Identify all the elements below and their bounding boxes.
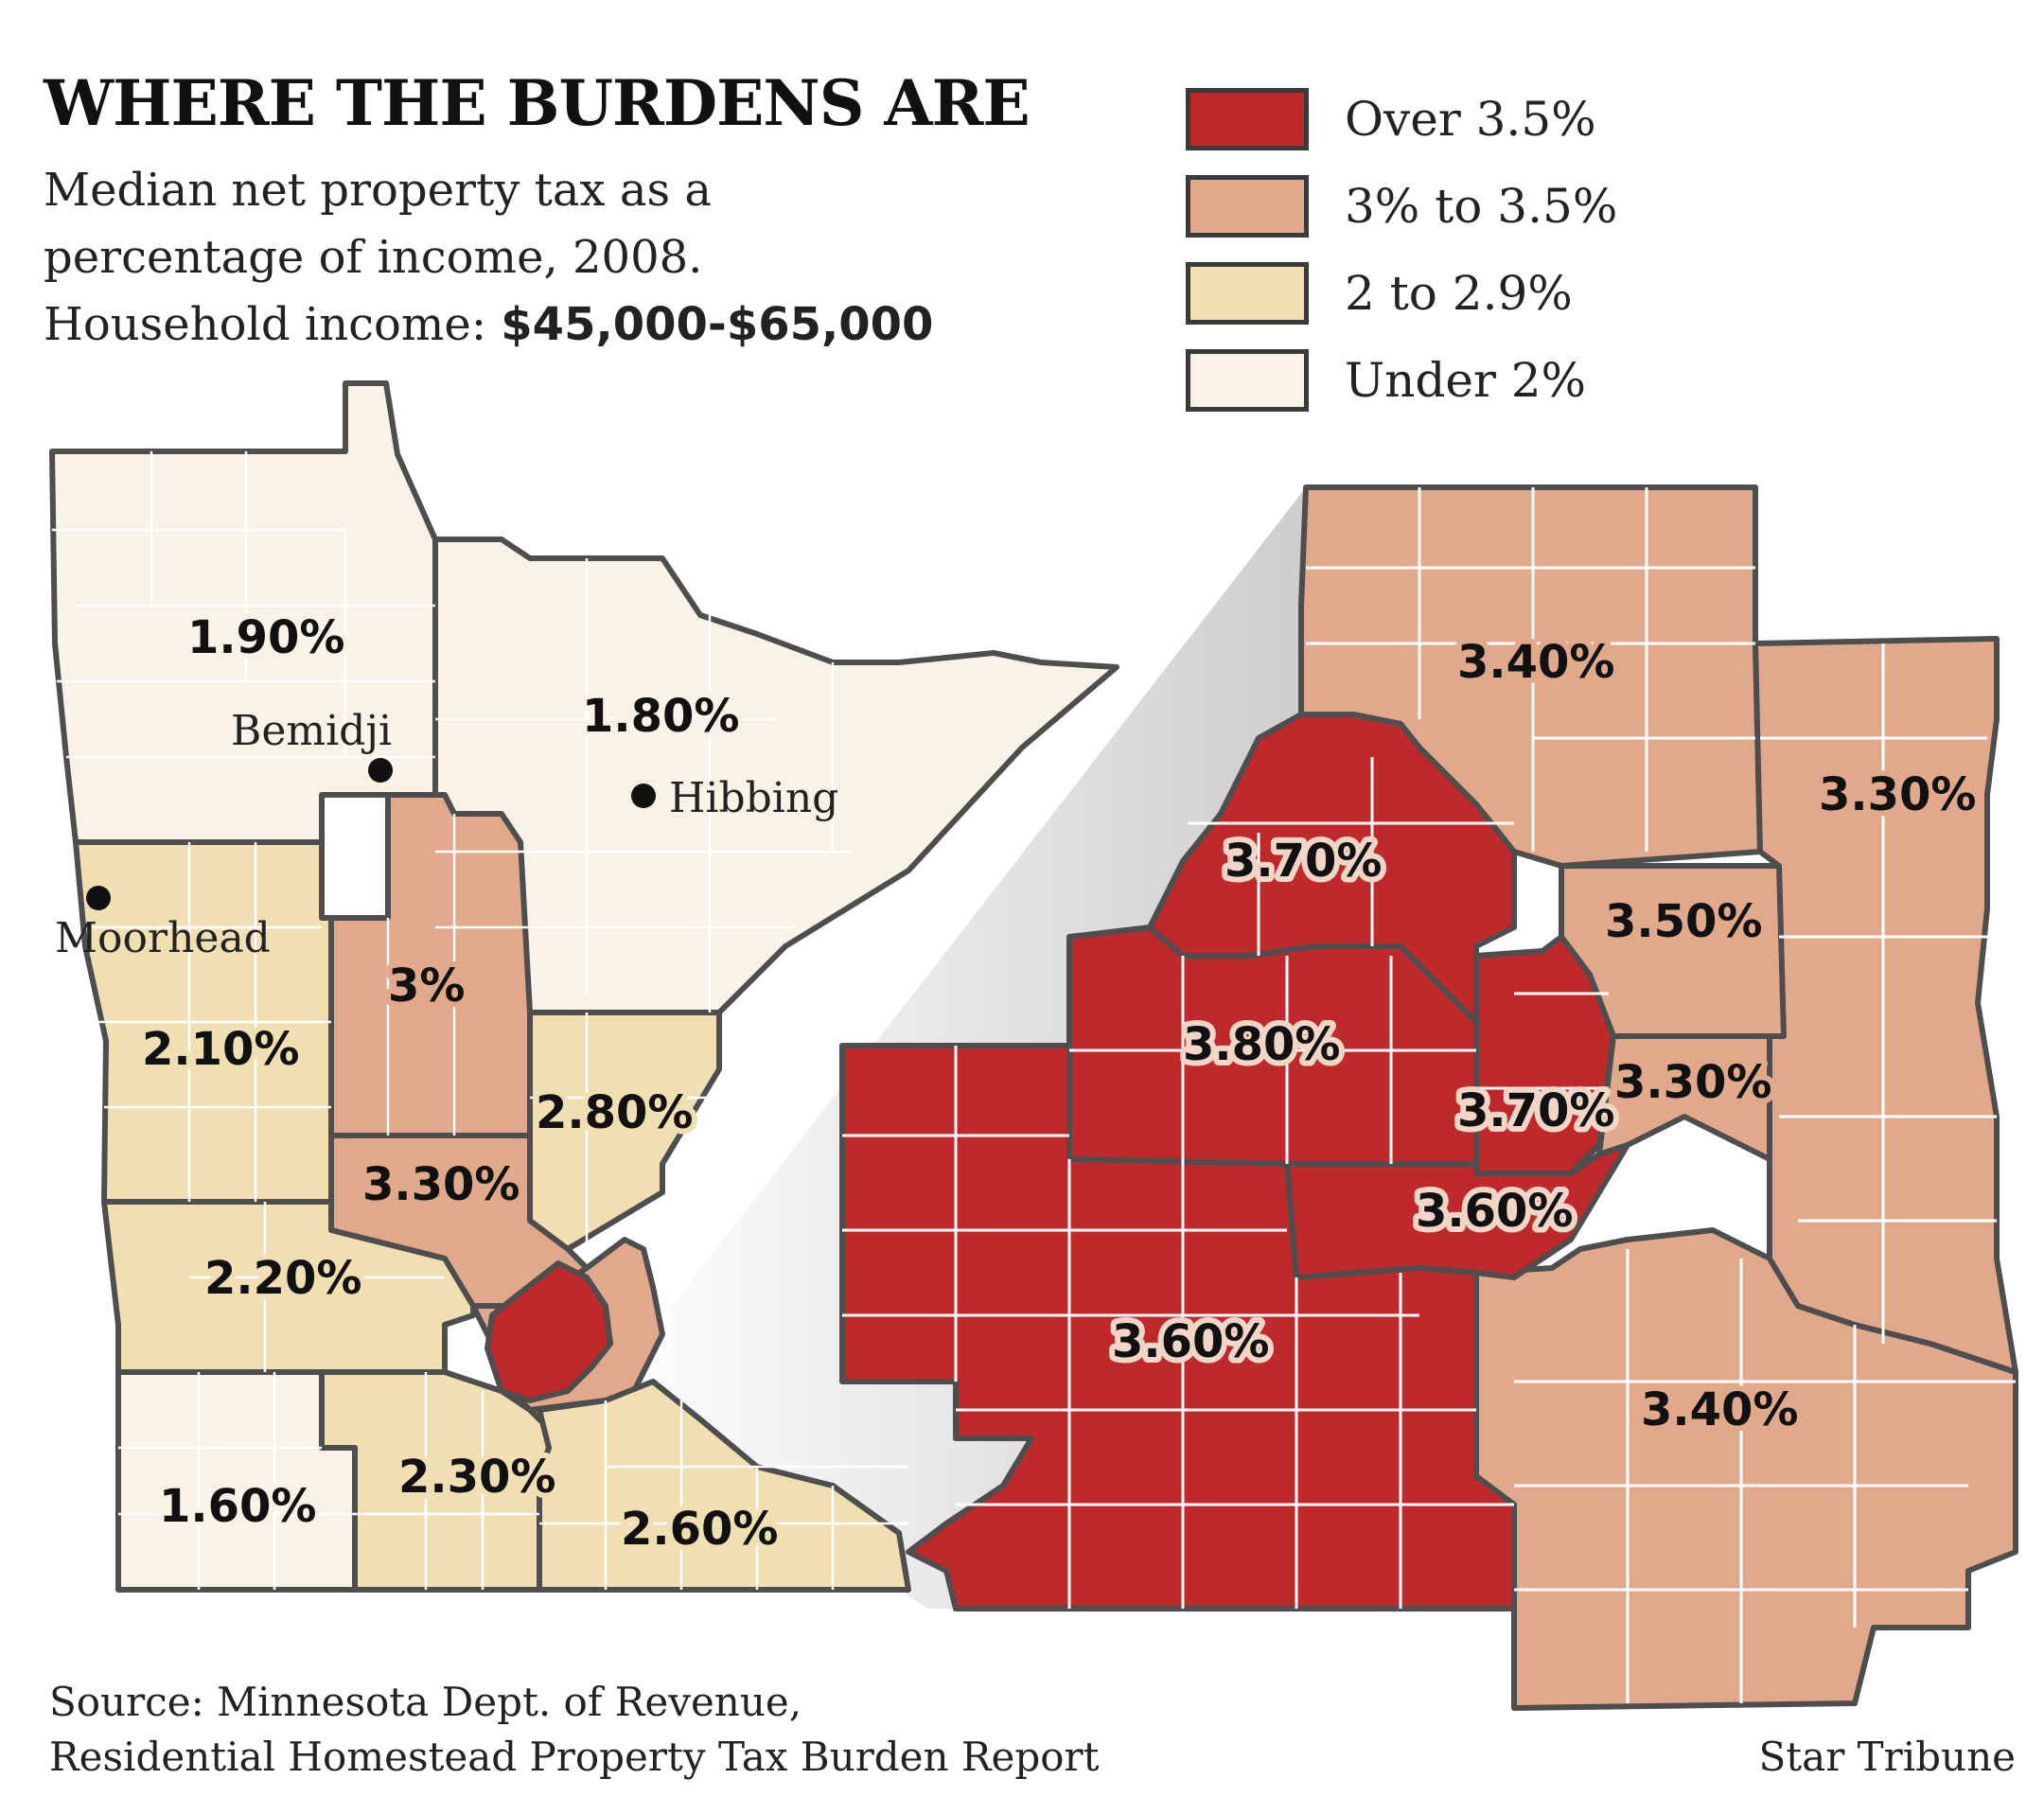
legend-label: Over 3.5% xyxy=(1345,92,1596,147)
metro-label-northeast-ramsey: 3.50% xyxy=(1605,895,1763,948)
bemidji-label: Bemidji xyxy=(231,707,392,755)
source-line-1: Source: Minnesota Dept. of Revenue, xyxy=(49,1679,802,1725)
subtitle-line-3: Household income: $45,000-$65,000 xyxy=(44,291,933,359)
region-southeast xyxy=(537,1379,911,1593)
metro-value-labels: 3.40% 3.30% 3.70% 3.50% 3.80% 3.70% 3.30… xyxy=(1106,630,1982,1442)
legend-label: 3% to 3.5% xyxy=(1345,179,1618,234)
source-note: Source: Minnesota Dept. of Revenue, Resi… xyxy=(49,1675,1100,1785)
metro-region-southwest-hennepin xyxy=(839,1043,1517,1611)
value-label-northeast: 1.80% xyxy=(582,690,740,743)
legend-item-under-2: Under 2% xyxy=(1186,337,1617,424)
metro-township-lines xyxy=(842,487,2016,1703)
legend-item-2-to-2-9: 2 to 2.9% xyxy=(1186,250,1617,337)
income-range: $45,000-$65,000 xyxy=(501,298,934,351)
legend-item-over-3-5: Over 3.5% xyxy=(1186,76,1617,163)
legend-item-3-to-3-5: 3% to 3.5% xyxy=(1186,163,1617,250)
region-twin-cities-core xyxy=(485,1260,613,1403)
metro-label-inner-south: 3.60% xyxy=(1416,1185,1574,1238)
metro-label-northwest-hennepin: 3.70% xyxy=(1225,835,1383,888)
legend-label: 2 to 2.9% xyxy=(1345,266,1573,321)
legend-swatch xyxy=(1186,175,1309,238)
subtitle-line-1: Median net property tax as a xyxy=(44,164,712,217)
chart-title: WHERE THE BURDENS ARE xyxy=(44,66,1031,140)
credit: Star Tribune xyxy=(1758,1734,2016,1780)
metro-label-north-anoka: 3.40% xyxy=(1457,636,1615,689)
value-label-southeast: 2.60% xyxy=(621,1503,779,1556)
moorhead-dot xyxy=(86,886,111,910)
metro-map xyxy=(839,484,2018,1711)
county-lines xyxy=(52,451,908,1590)
metro-region-east-washington xyxy=(1753,636,2018,1375)
value-label-south-central: 2.30% xyxy=(398,1451,556,1504)
metro-label-st-paul: 3.30% xyxy=(1614,1056,1772,1109)
metro-label-minneapolis: 3.70% xyxy=(1457,1084,1615,1137)
value-label-central: 3% xyxy=(388,960,466,1013)
legend-label: Under 2% xyxy=(1345,353,1587,408)
metro-label-dakota: 3.40% xyxy=(1641,1383,1799,1436)
hibbing-dot xyxy=(631,784,656,808)
chart-subtitle: Median net property tax as a percentage … xyxy=(44,157,933,359)
state-value-labels: 1.90% 1.80% 2.10% 3% 2.80% 3.30% 2.20% 1… xyxy=(136,606,784,1561)
metro-label-east-washington: 3.30% xyxy=(1819,768,1977,821)
legend-swatch xyxy=(1186,88,1309,150)
subtitle-line-2: percentage of income, 2008. xyxy=(44,231,703,284)
source-line-2: Residential Homestead Property Tax Burde… xyxy=(49,1734,1100,1780)
value-label-west-central: 2.10% xyxy=(142,1023,300,1076)
value-label-southwest: 1.60% xyxy=(159,1480,317,1533)
bemidji-dot xyxy=(368,758,393,783)
value-label-northwest: 1.90% xyxy=(187,611,345,664)
legend-swatch xyxy=(1186,262,1309,325)
metro-label-central-hennepin: 3.80% xyxy=(1183,1018,1341,1071)
hibbing-label: Hibbing xyxy=(669,774,838,822)
value-label-east-central: 2.80% xyxy=(536,1086,694,1139)
state-map xyxy=(49,380,1119,1593)
value-label-southwest-central: 2.20% xyxy=(204,1252,362,1305)
moorhead-label: Moorhead xyxy=(55,914,271,962)
metro-label-southwest-hennepin: 3.60% xyxy=(1112,1315,1270,1368)
city-markers: Bemidji Hibbing Moorhead xyxy=(55,707,838,962)
region-southwest-central xyxy=(101,1199,476,1375)
income-label: Household income: xyxy=(44,298,502,351)
legend-swatch xyxy=(1186,349,1309,412)
value-label-central-corridor: 3.30% xyxy=(362,1158,520,1211)
legend: Over 3.5% 3% to 3.5% 2 to 2.9% Under 2% xyxy=(1186,76,1617,424)
